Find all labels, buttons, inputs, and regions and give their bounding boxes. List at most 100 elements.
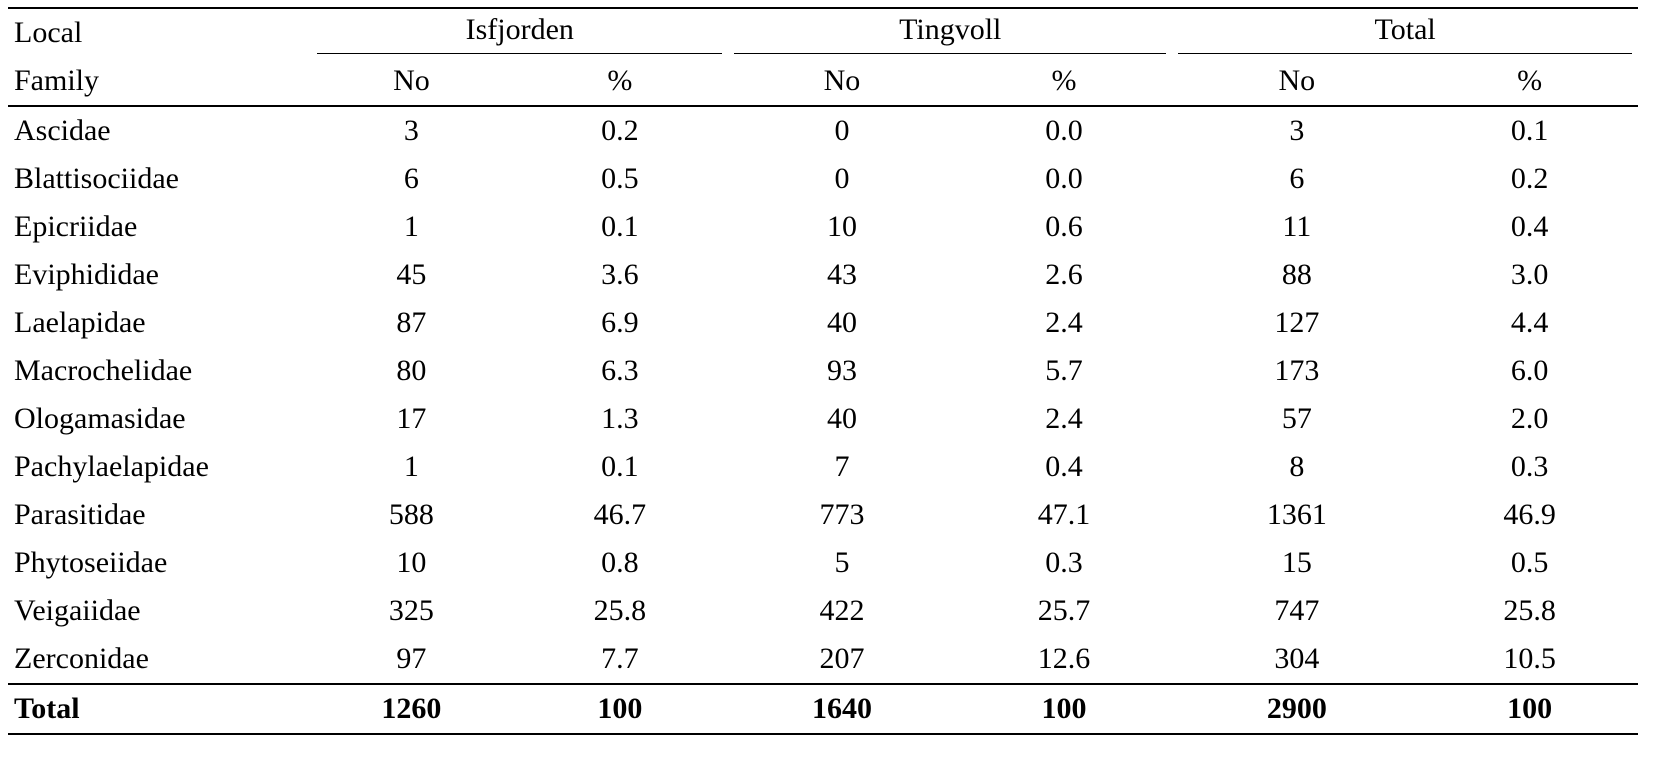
total-row: Total 1260 100 1640 100 2900 100 — [8, 683, 1638, 735]
cell-value: 325 — [388, 594, 434, 627]
cell-value: 773 — [819, 498, 865, 531]
family-abundance-table: Local Isfjorden Tingvoll Total Family No… — [8, 7, 1638, 735]
cell-value: 6.3 — [601, 354, 639, 387]
cell-value: 12.6 — [1037, 642, 1091, 675]
row-label-local: Local — [8, 7, 312, 57]
cell-value: 0.1 — [1510, 114, 1549, 147]
family-name: Eviphididae — [14, 258, 159, 291]
table-row: Pachylaelapidae 1 0.1 7 0.4 8 0.3 — [8, 443, 1638, 491]
cell-value: 10.5 — [1503, 642, 1556, 675]
table-row: Macrochelidae 80 6.3 93 5.7 173 6.0 — [8, 347, 1638, 395]
cell-value: 80 — [396, 354, 427, 387]
cell-value: 97 — [396, 642, 427, 675]
cell-value: 17 — [396, 402, 427, 435]
cell-value: 11 — [1282, 210, 1312, 243]
table-row: Ologamasidae 17 1.3 40 2.4 57 2.0 — [8, 395, 1638, 443]
family-name: Macrochelidae — [14, 354, 193, 387]
cell-value: 3 — [1289, 114, 1305, 147]
subcol-isfjorden-no: No — [311, 57, 512, 107]
header-row-groups: Local Isfjorden Tingvoll Total — [8, 7, 1638, 57]
table-row: Eviphididae 45 3.6 43 2.6 88 3.0 — [8, 251, 1638, 299]
family-name: Ologamasidae — [14, 402, 186, 435]
group-header-total: Total — [1172, 7, 1638, 57]
group-header-isfjorden: Isfjorden — [311, 7, 729, 57]
cell-value: 6.0 — [1510, 354, 1549, 387]
table-row: Veigaiidae 325 25.8 422 25.7 747 25.8 — [8, 587, 1638, 635]
cell-value: 0.0 — [1045, 162, 1083, 195]
table-row: Phytoseiidae 10 0.8 5 0.3 15 0.5 — [8, 539, 1638, 587]
subcol-total-no: No — [1172, 57, 1422, 107]
cell-value: 0.1 — [601, 210, 639, 243]
cell-value: 1 — [403, 450, 419, 483]
family-name: Pachylaelapidae — [14, 450, 209, 483]
cell-value: 0.2 — [1510, 162, 1549, 195]
cell-value: 1.3 — [601, 402, 639, 435]
cell-value: 0.5 — [601, 162, 639, 195]
cell-value: 0.3 — [1510, 450, 1549, 483]
cell-value: 46.7 — [593, 498, 647, 531]
family-name: Phytoseiidae — [14, 546, 168, 579]
cell-value: 422 — [819, 594, 865, 627]
cell-value: 5.7 — [1045, 354, 1083, 387]
cell-value: 93 — [826, 354, 857, 387]
cell-value: 88 — [1281, 258, 1312, 291]
cell-value: 304 — [1274, 642, 1320, 675]
family-name: Veigaiidae — [14, 594, 141, 627]
cell-value: 6 — [1289, 162, 1305, 195]
group-label-total: Total — [1178, 13, 1632, 54]
family-name: Ascidae — [14, 114, 111, 147]
cell-value: 10 — [396, 546, 427, 579]
total-value: 100 — [955, 683, 1173, 735]
total-value: 100 — [511, 683, 729, 735]
table-row: Ascidae 3 0.2 0 0.0 3 0.1 — [8, 106, 1638, 155]
cell-value: 1361 — [1266, 498, 1327, 531]
subcol-total-pct: % — [1421, 57, 1638, 107]
header-row-subcolumns: Family No % No % No % — [8, 57, 1638, 107]
cell-value: 0 — [834, 114, 850, 147]
row-label-family: Family — [8, 57, 312, 107]
cell-value: 0.2 — [601, 114, 639, 147]
cell-value: 2.6 — [1045, 258, 1083, 291]
group-label-isfjorden: Isfjorden — [317, 13, 723, 54]
cell-value: 5 — [834, 546, 850, 579]
table-row: Laelapidae 87 6.9 40 2.4 127 4.4 — [8, 299, 1638, 347]
cell-value: 0.8 — [601, 546, 639, 579]
group-header-tingvoll: Tingvoll — [728, 7, 1173, 57]
cell-value: 0.0 — [1045, 114, 1083, 147]
cell-value: 46.9 — [1503, 498, 1556, 531]
table-row: Parasitidae 588 46.7 773 47.1 1361 46.9 — [8, 491, 1638, 539]
family-name: Parasitidae — [14, 498, 146, 531]
cell-value: 47.1 — [1037, 498, 1091, 531]
cell-value: 25.8 — [1503, 594, 1556, 627]
cell-value: 2.4 — [1045, 306, 1083, 339]
cell-value: 0.6 — [1045, 210, 1083, 243]
family-table-container: Local Isfjorden Tingvoll Total Family No… — [8, 7, 1638, 735]
cell-value: 45 — [396, 258, 427, 291]
subcol-isfjorden-pct: % — [511, 57, 729, 107]
cell-value: 40 — [826, 402, 857, 435]
cell-value: 40 — [826, 306, 857, 339]
family-name: Blattisociidae — [14, 162, 179, 195]
cell-value: 207 — [819, 642, 865, 675]
total-label: Total — [8, 683, 312, 735]
cell-value: 15 — [1281, 546, 1312, 579]
cell-value: 7 — [834, 450, 850, 483]
cell-value: 2.4 — [1045, 402, 1083, 435]
cell-value: 0.5 — [1510, 546, 1549, 579]
cell-value: 0.4 — [1510, 210, 1549, 243]
total-value: 100 — [1421, 683, 1638, 735]
total-value: 2900 — [1172, 683, 1422, 735]
cell-value: 25.8 — [593, 594, 647, 627]
family-name: Laelapidae — [14, 306, 146, 339]
cell-value: 0.1 — [601, 450, 639, 483]
family-name: Epicriidae — [14, 210, 138, 243]
table-row: Blattisociidae 6 0.5 0 0.0 6 0.2 — [8, 155, 1638, 203]
cell-value: 7.7 — [601, 642, 639, 675]
cell-value: 4.4 — [1510, 306, 1549, 339]
table-row: Zerconidae 97 7.7 207 12.6 304 10.5 — [8, 635, 1638, 684]
cell-value: 747 — [1274, 594, 1320, 627]
cell-value: 6 — [403, 162, 419, 195]
cell-value: 6.9 — [601, 306, 639, 339]
cell-value: 25.7 — [1037, 594, 1091, 627]
cell-value: 3.0 — [1510, 258, 1549, 291]
